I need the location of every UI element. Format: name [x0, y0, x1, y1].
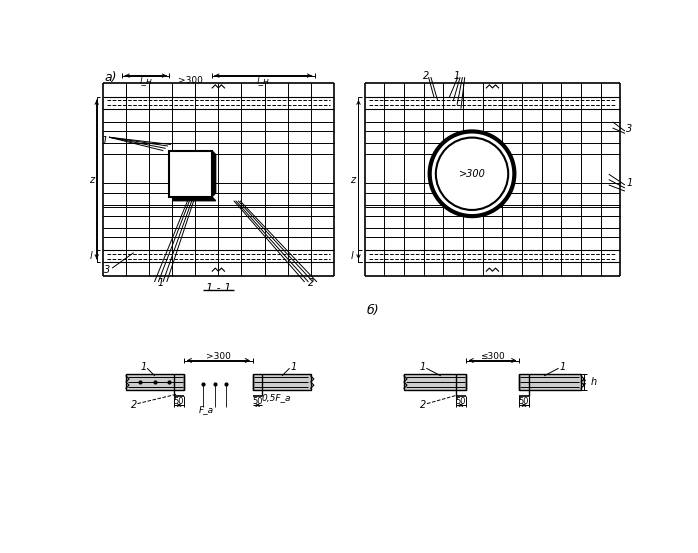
Circle shape	[430, 132, 514, 216]
Circle shape	[436, 138, 508, 210]
Text: 1: 1	[101, 136, 107, 146]
Text: 50: 50	[456, 397, 466, 406]
Text: 50: 50	[253, 397, 263, 406]
Bar	[126, 374, 184, 390]
Bar	[519, 374, 581, 390]
Text: 2: 2	[308, 279, 314, 289]
Text: 2: 2	[131, 400, 137, 410]
Text: 1: 1	[454, 71, 460, 81]
Bar	[253, 374, 311, 390]
Text: 50: 50	[174, 397, 184, 406]
Text: 1: 1	[559, 362, 565, 372]
Text: 3: 3	[626, 124, 632, 134]
Text: 1: 1	[140, 362, 147, 372]
Text: 1: 1	[626, 179, 632, 189]
Text: F_а: F_а	[199, 405, 214, 414]
Text: z: z	[89, 175, 94, 185]
Text: 2: 2	[420, 400, 426, 410]
Text: l: l	[90, 251, 93, 261]
Bar	[404, 374, 466, 390]
Text: 1: 1	[158, 279, 164, 289]
Text: l_н: l_н	[140, 76, 152, 85]
Text: 1 - 1: 1 - 1	[206, 283, 231, 293]
Text: 3: 3	[103, 265, 110, 275]
Text: l_н: l_н	[257, 76, 269, 85]
Bar	[170, 150, 211, 197]
Text: >300: >300	[459, 169, 486, 179]
Bar	[404, 374, 466, 390]
Text: 1: 1	[290, 362, 297, 372]
Bar	[170, 150, 211, 197]
Polygon shape	[211, 150, 216, 197]
Text: 1: 1	[419, 362, 426, 372]
Text: >300: >300	[178, 76, 203, 85]
Text: l: l	[351, 251, 354, 261]
Text: 50: 50	[519, 397, 529, 406]
Text: z: z	[350, 175, 355, 185]
Bar	[126, 374, 184, 390]
Text: 2: 2	[423, 71, 429, 81]
Text: >300: >300	[206, 352, 231, 361]
Bar	[519, 374, 581, 390]
Polygon shape	[173, 197, 216, 201]
Text: б): б)	[366, 304, 379, 317]
Bar	[253, 374, 311, 390]
Text: а): а)	[105, 71, 117, 84]
Text: 0,5F_а: 0,5F_а	[261, 393, 291, 402]
Text: ≤300: ≤300	[480, 352, 505, 361]
Text: h: h	[591, 377, 596, 387]
